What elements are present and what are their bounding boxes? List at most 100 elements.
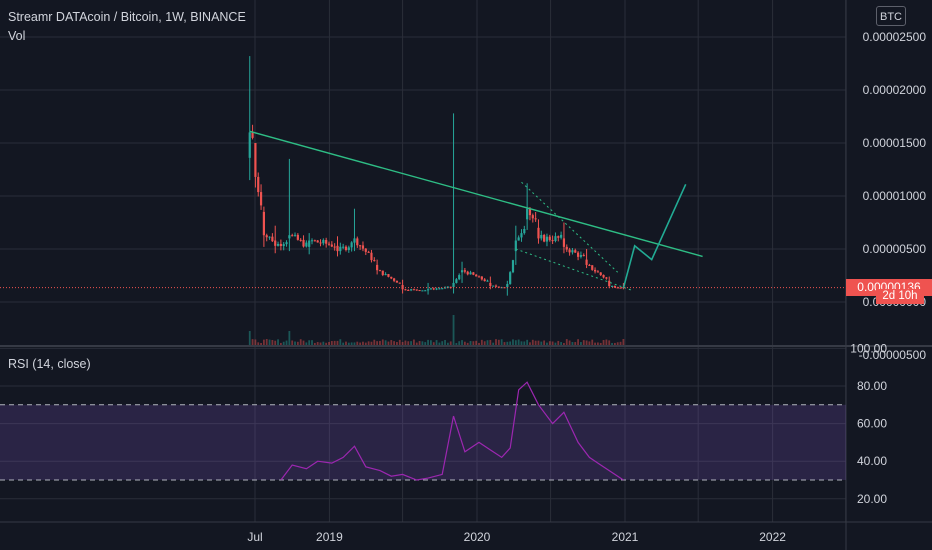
candle-body xyxy=(545,236,549,242)
candle-body xyxy=(339,246,342,252)
candle-body xyxy=(412,289,416,291)
candle-body xyxy=(409,289,413,291)
volume-bar xyxy=(512,339,514,345)
candle-body xyxy=(526,208,529,220)
volume-bar xyxy=(509,341,512,345)
candle-body xyxy=(469,272,472,275)
candle-body xyxy=(593,269,597,272)
candle-body xyxy=(610,286,614,288)
rsi-tick-label: 100.00 xyxy=(850,341,887,355)
candle-body xyxy=(418,290,421,292)
candle-body xyxy=(291,235,294,237)
candle-body xyxy=(557,236,560,238)
volume-bar xyxy=(478,342,480,345)
candle-body xyxy=(313,240,316,242)
volume-bar xyxy=(540,341,543,345)
candle-body xyxy=(353,238,356,243)
candle-body xyxy=(359,245,362,247)
candle-body xyxy=(316,240,319,243)
volume-bar xyxy=(345,341,347,345)
candle-body xyxy=(579,255,583,257)
candle-body xyxy=(310,240,314,242)
bar-countdown: 2d 10h xyxy=(876,289,924,304)
volume-bar xyxy=(582,340,585,345)
rsi-label: RSI (14, close) xyxy=(8,357,91,371)
candle-body xyxy=(571,250,574,253)
volume-bar xyxy=(613,342,616,345)
candle-body xyxy=(364,248,367,252)
volume-bar xyxy=(367,341,370,345)
descending-trendline xyxy=(249,130,703,258)
candle-body xyxy=(378,270,382,272)
volume-bar xyxy=(364,342,367,345)
candle-body xyxy=(308,240,311,247)
volume-bar xyxy=(430,340,432,345)
price-tick-label: -0.00000500 xyxy=(859,348,927,362)
price-tick-label: 0.00000500 xyxy=(863,242,927,256)
candle-body xyxy=(506,283,509,288)
volume-bar xyxy=(271,339,274,345)
currency-button[interactable]: BTC xyxy=(876,6,906,26)
candle-body xyxy=(254,143,257,177)
volume-bar xyxy=(551,341,554,345)
wedge-lower-line xyxy=(515,248,633,291)
volume-bar xyxy=(622,339,625,345)
candle-body xyxy=(333,246,336,248)
volume-bar xyxy=(308,340,311,345)
volume-bar xyxy=(568,340,571,345)
candle-body xyxy=(560,234,563,238)
candle-body xyxy=(441,288,444,290)
volume-bar xyxy=(347,342,350,345)
candle-body xyxy=(475,274,478,277)
volume-bar xyxy=(565,339,568,345)
volume-bar xyxy=(480,339,483,345)
candle-body xyxy=(517,237,520,241)
volume-bar xyxy=(248,331,251,345)
volume-bar xyxy=(404,340,407,345)
volume-bar xyxy=(560,342,563,345)
candle-body xyxy=(262,211,265,236)
volume-bar xyxy=(563,342,565,345)
candle-body xyxy=(455,279,458,283)
volume-bar xyxy=(486,340,489,345)
volume-bar xyxy=(546,342,548,345)
candle-body xyxy=(540,234,543,239)
volume-bar xyxy=(319,342,322,345)
candle-body xyxy=(370,252,373,261)
volume-bar xyxy=(265,339,268,345)
candle-body xyxy=(415,289,418,291)
volume-bar xyxy=(432,342,435,345)
candle-body xyxy=(274,240,277,246)
rsi-tick-label: 80.00 xyxy=(857,379,887,393)
volume-bar xyxy=(611,342,613,345)
candle-body xyxy=(350,242,353,248)
candle-body xyxy=(384,274,387,276)
candle-body xyxy=(554,236,557,242)
volume-bar xyxy=(330,341,333,345)
candle-body xyxy=(381,270,384,275)
candle-body xyxy=(511,260,515,273)
volume-bar xyxy=(305,342,308,345)
rsi-tick-label: 60.00 xyxy=(857,417,887,431)
candle-body xyxy=(509,272,512,284)
candle-body xyxy=(534,218,537,220)
volume-bar xyxy=(424,342,427,345)
volume-bar xyxy=(599,342,602,345)
candle-body xyxy=(492,285,495,287)
time-tick-label: 2021 xyxy=(612,530,639,544)
candle-body xyxy=(282,244,285,247)
rsi-tick-label: 40.00 xyxy=(857,454,887,468)
candle-body xyxy=(483,279,486,282)
candle-body xyxy=(259,192,263,206)
volume-bar xyxy=(514,340,517,345)
candle-body xyxy=(619,287,622,289)
candle-body xyxy=(279,243,282,247)
candle-body xyxy=(472,272,475,275)
candle-body xyxy=(463,270,466,272)
volume-bar xyxy=(262,339,265,345)
candle-body xyxy=(356,238,359,246)
candle-body xyxy=(576,252,580,257)
volume-label: Vol xyxy=(8,29,26,43)
volume-bar xyxy=(328,341,330,345)
